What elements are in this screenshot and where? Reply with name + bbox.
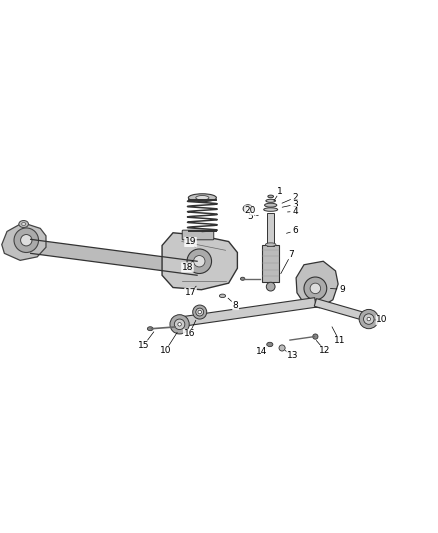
- Circle shape: [367, 317, 371, 321]
- Text: 7: 7: [288, 250, 294, 259]
- Polygon shape: [2, 223, 46, 260]
- Polygon shape: [31, 239, 197, 275]
- Circle shape: [359, 310, 378, 329]
- Text: 9: 9: [339, 285, 346, 294]
- Text: 10: 10: [376, 316, 388, 325]
- Circle shape: [364, 314, 374, 324]
- Text: 4: 4: [293, 207, 298, 216]
- Ellipse shape: [265, 203, 277, 207]
- Ellipse shape: [21, 222, 25, 225]
- Ellipse shape: [243, 205, 253, 213]
- Text: 13: 13: [287, 351, 298, 360]
- Text: 6: 6: [293, 226, 299, 235]
- Circle shape: [266, 282, 275, 291]
- Ellipse shape: [219, 294, 226, 297]
- Circle shape: [14, 228, 39, 253]
- Circle shape: [170, 314, 189, 334]
- FancyBboxPatch shape: [182, 230, 214, 240]
- Ellipse shape: [268, 195, 273, 198]
- Polygon shape: [162, 233, 237, 290]
- Circle shape: [279, 345, 285, 351]
- Text: 3: 3: [293, 200, 299, 209]
- Ellipse shape: [264, 208, 278, 211]
- Text: 12: 12: [319, 346, 331, 355]
- Circle shape: [196, 308, 204, 316]
- Circle shape: [178, 322, 181, 326]
- Circle shape: [21, 235, 32, 246]
- Circle shape: [310, 283, 321, 294]
- Ellipse shape: [19, 221, 28, 228]
- Text: 17: 17: [185, 288, 196, 297]
- Text: 18: 18: [182, 263, 193, 272]
- Bar: [262, 245, 279, 282]
- Ellipse shape: [188, 194, 216, 201]
- Circle shape: [313, 334, 318, 339]
- Ellipse shape: [267, 342, 273, 346]
- Circle shape: [198, 310, 201, 314]
- Text: 19: 19: [185, 238, 196, 246]
- Polygon shape: [314, 298, 368, 321]
- Circle shape: [304, 277, 327, 300]
- Text: 2: 2: [293, 193, 298, 202]
- Circle shape: [194, 255, 205, 267]
- Text: 20: 20: [245, 206, 256, 215]
- Ellipse shape: [240, 277, 245, 280]
- Text: 15: 15: [138, 341, 149, 350]
- Text: 8: 8: [233, 301, 239, 310]
- Text: 5: 5: [247, 212, 254, 221]
- Polygon shape: [174, 297, 316, 327]
- Text: 16: 16: [184, 329, 195, 338]
- Text: 10: 10: [160, 346, 171, 355]
- Ellipse shape: [265, 243, 276, 246]
- Text: 14: 14: [256, 347, 268, 356]
- Circle shape: [174, 319, 185, 329]
- Ellipse shape: [266, 199, 276, 203]
- Ellipse shape: [196, 196, 209, 200]
- Text: 1: 1: [277, 187, 283, 196]
- Bar: [267, 213, 274, 246]
- Ellipse shape: [147, 327, 153, 330]
- Polygon shape: [296, 261, 338, 308]
- Ellipse shape: [246, 207, 250, 211]
- Text: 11: 11: [334, 336, 345, 345]
- Circle shape: [187, 249, 212, 273]
- Circle shape: [193, 305, 207, 319]
